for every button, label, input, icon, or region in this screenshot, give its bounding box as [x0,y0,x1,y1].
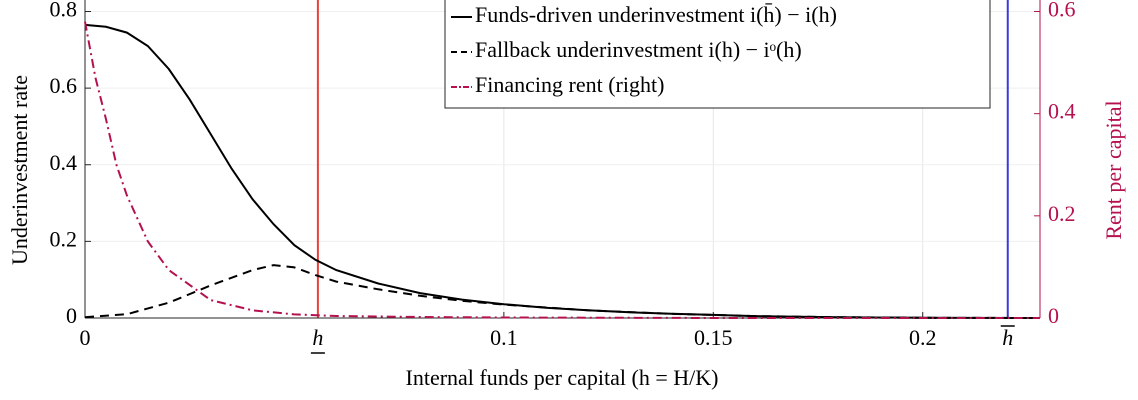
x-tick-label: h [312,325,323,350]
y2-tick-label: 0 [1048,303,1059,328]
y2-tick-label: 0.2 [1048,201,1076,226]
x-tick-label: h [1002,325,1013,350]
x-axis-label: Internal funds per capital (h = H/K) [406,365,719,390]
y-tick-label: 0 [66,303,77,328]
legend-label: Funds-driven underinvestment i(h̄) − i(h… [475,2,837,27]
y-tick-label: 0.4 [50,150,78,175]
y2-tick-label: 0.4 [1048,99,1076,124]
legend-label: Fallback underinvestment i(h) − iᵒ(h) [475,37,802,62]
legend: Funds-driven underinvestment i(h̄) − i(h… [444,0,991,109]
legend-label: Financing rent (right) [475,72,664,97]
y-tick-label: 0.6 [50,73,78,98]
y-axis-label: Underinvestment rate [7,75,32,265]
series-line [84,264,1041,319]
legend-box [444,0,991,109]
x-tick-label: 0.15 [694,325,733,350]
y2-tick-label: 0.6 [1048,0,1076,22]
y-tick-label: 0.8 [50,0,78,22]
x-tick-label: 0.2 [909,325,937,350]
y-tick-label: 0.2 [50,226,78,251]
y2-axis-label: Rent per capital [1101,100,1126,239]
x-tick-label: 0 [80,325,91,350]
series-line [84,21,1040,319]
x-tick-label: 0.1 [490,325,518,350]
